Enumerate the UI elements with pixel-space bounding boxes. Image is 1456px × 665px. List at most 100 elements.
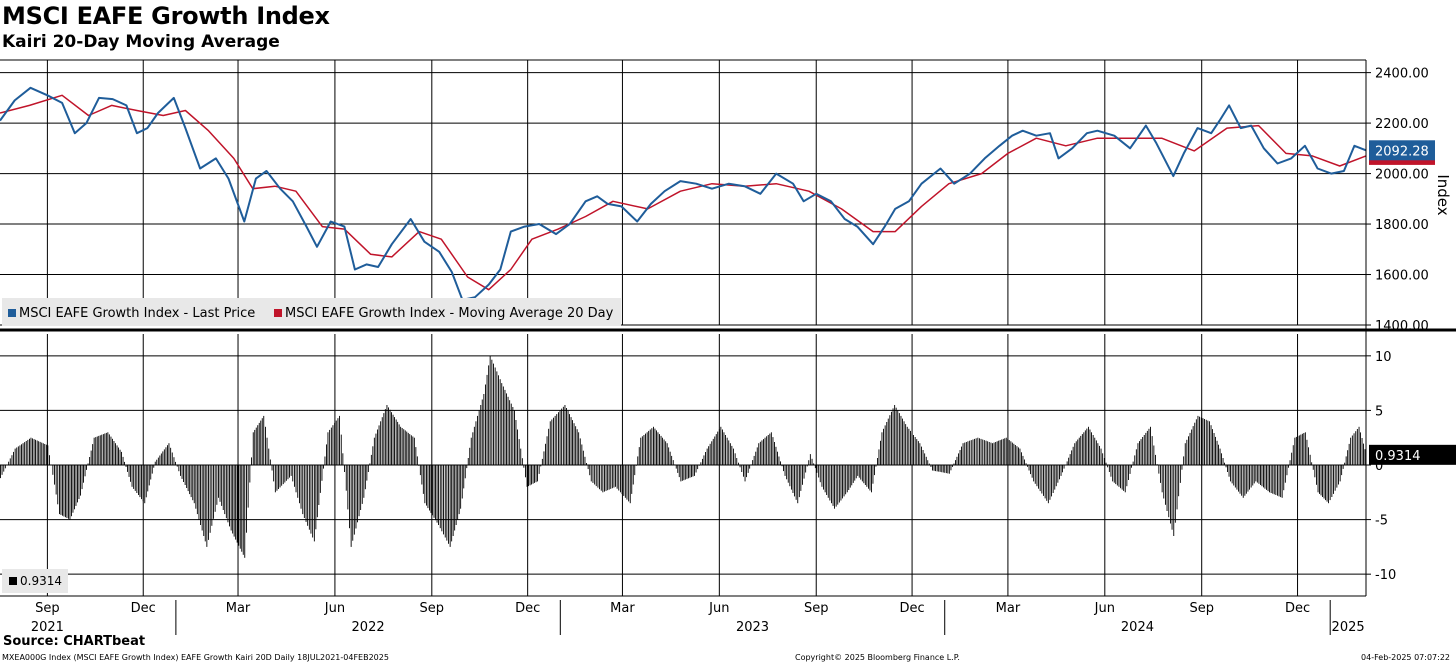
kairi-bar [326,444,327,465]
kairi-bar [1063,465,1065,469]
kairi-bar [364,465,366,490]
kairi-bar [1062,465,1063,473]
kairi-bar [1364,449,1366,465]
kairi-bar [819,465,821,483]
kairi-bar [1146,430,1148,465]
kairi-bar [110,436,112,465]
kairi-bar [159,455,161,465]
kairi-bar [621,465,623,495]
kairi-bar [927,460,929,465]
kairi-bar [144,465,146,504]
kairi-bar [318,465,320,505]
kairi-bar [728,440,730,465]
kairi-bar [1255,465,1257,482]
kairi-bar [87,463,89,465]
kairi-bar [712,438,714,465]
kairi-bar [1004,438,1006,465]
kairi-bar [122,456,124,465]
kairi-bar [1205,419,1207,465]
kairi-bar [1168,465,1170,518]
kairi-bar [69,465,71,520]
kairi-bar [1280,465,1282,498]
kairi-bar [254,429,256,465]
kairi-bar [1228,465,1230,477]
legend-kairi-swatch [9,577,17,585]
kairi-bar [914,437,916,465]
kairi-bar [576,429,578,465]
kairi-bar [645,433,646,465]
kairi-bar [663,439,665,465]
kairi-bar [1278,465,1280,497]
kairi-bar [1135,449,1137,465]
kairi-bar [1055,465,1057,487]
kairi-bar [662,437,663,465]
kairi-bar [247,465,249,508]
kairi-bar [798,465,800,498]
kairi-bar [208,465,209,540]
kairi-bar [1071,450,1073,465]
kairi-bar [794,465,795,497]
kairi-bar [922,450,924,465]
kairi-bar [746,465,747,478]
kairi-bar [543,451,545,465]
kairi-bar [236,465,238,543]
kairi-bar [592,465,594,483]
kairi-bar [860,465,862,480]
x-month-label: Dec [515,601,540,616]
kairi-bar [626,465,628,500]
kairi-bar [1283,465,1285,491]
kairi-bar [16,447,18,465]
kairi-bar [1212,429,1213,465]
kairi-last-value-label: 0.9314 [1375,449,1421,464]
kairi-bar [980,438,982,465]
kairi-bar [835,465,837,507]
kairi-bar [121,451,122,465]
kairi-bar [255,427,257,465]
kairi-bar [1068,457,1070,465]
kairi-bar [1163,465,1165,499]
kairi-bar [413,437,415,465]
kairi-bar [63,465,65,517]
kairi-bar [649,429,651,465]
series-moving-average-line [0,94,1367,291]
kairi-bar [781,465,783,467]
kairi-bar [470,437,472,465]
kairi-bar [239,465,241,549]
kairi-bar [675,465,677,469]
kairi-bar [953,463,955,465]
kairi-bar [1221,453,1222,465]
kairi-bar [1275,465,1277,495]
kairi-bar [1060,465,1062,476]
kairi-bar [14,448,16,465]
legend-last-price-label: MSCI EAFE Growth Index - Last Price [19,306,256,321]
kairi-bar [1197,415,1199,465]
kairi-bar [1263,465,1264,488]
kairi-bar [726,437,728,465]
footer-timestamp: 04-Feb-2025 07:07:22 [1361,653,1450,662]
kairi-bar [1153,445,1155,465]
kairi-bar [1317,465,1319,493]
kairi-bar [1129,465,1131,474]
kairi-bar [1008,440,1010,465]
kairi-bar [13,451,14,465]
kairi-bar [134,465,136,491]
kairi-bar [507,396,509,465]
kairi-bar [616,465,618,489]
kairi-bar [1350,437,1352,465]
kairi-bar [1001,439,1003,465]
kairi-bar [29,438,30,465]
kairi-bar [1314,465,1316,478]
kairi-bar [136,465,138,493]
kairi-bar [1112,465,1114,482]
kairi-bar [1049,465,1051,500]
kairi-bar [894,405,896,465]
kairi-bar [147,465,149,492]
kairi-bar [672,460,674,465]
kairi-bar [1238,465,1239,492]
kairi-bar [1054,465,1056,490]
kairi-bar [458,465,460,515]
kairi-bar [766,436,768,465]
kairi-bar [319,465,321,493]
kairi-bar [375,433,377,465]
kairi-bar [880,440,881,465]
